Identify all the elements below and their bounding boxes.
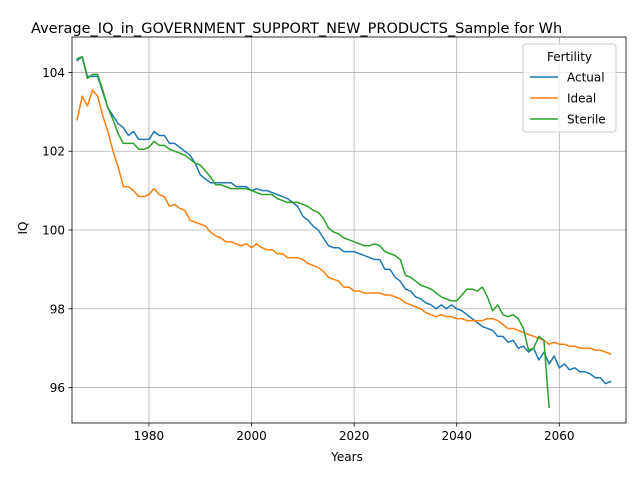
x-axis-label: Years <box>330 450 363 464</box>
series-line-sterile <box>76 55 550 409</box>
chart-title: Average_IQ_in_GOVERNMENT_SUPPORT_NEW_PRO… <box>31 21 562 37</box>
y-tick-label: 102 <box>42 145 65 159</box>
y-tick-label: 98 <box>50 302 65 316</box>
legend-box <box>522 43 617 133</box>
plot-lines <box>76 55 612 409</box>
x-tick-label: 2000 <box>236 429 267 443</box>
legend: Fertility Actual Ideal Sterile <box>522 43 617 133</box>
y-axis-label: IQ <box>16 222 30 235</box>
x-tick-label: 2020 <box>339 429 370 443</box>
series-line-actual <box>76 55 612 385</box>
y-tick-label: 104 <box>42 66 65 80</box>
legend-label-sterile: Sterile <box>567 113 606 127</box>
x-tick-label: 2040 <box>441 429 472 443</box>
legend-label-actual: Actual <box>567 71 605 85</box>
y-tick-label: 96 <box>50 381 65 395</box>
y-tick-label: 100 <box>42 224 65 238</box>
y-axis-ticks: 96 98 100 102 104 <box>42 66 72 395</box>
series-line-ideal <box>76 89 612 356</box>
legend-title: Fertility <box>547 50 592 64</box>
x-tick-label: 2060 <box>544 429 575 443</box>
x-tick-label: 1980 <box>134 429 165 443</box>
legend-entries: Actual Ideal Sterile <box>530 71 606 127</box>
legend-label-ideal: Ideal <box>567 92 596 106</box>
x-axis-ticks: 1980 2000 2020 2040 2060 <box>134 423 575 443</box>
